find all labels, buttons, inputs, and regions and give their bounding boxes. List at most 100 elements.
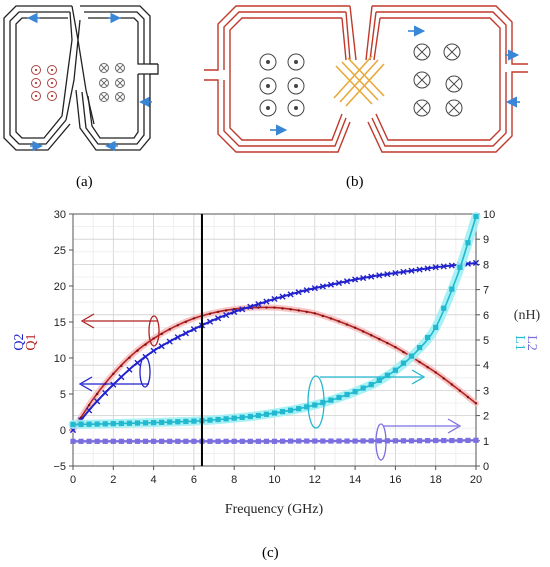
data-point-l1 [400,360,407,366]
panel-b-current-arrows [270,25,520,136]
data-point-l1 [449,286,455,292]
data-point-l2 [416,438,423,444]
data-point-q2 [376,272,383,279]
y-left-axis-ticks: −5 0 5 10 15 20 25 30 [53,209,73,473]
panel-a-current-arrows [27,12,152,152]
chart-grid [72,213,477,467]
data-point-l2 [110,438,116,444]
data-point-q2 [448,262,455,269]
y-right-tick-label: 2 [483,411,489,423]
field-out-marker [47,65,57,75]
data-point-l2 [360,438,366,444]
field-out-marker [287,77,305,95]
data-point-q2 [392,269,399,277]
data-point-l2 [159,438,165,444]
data-point-l2 [288,438,294,444]
data-point-l1 [416,344,423,351]
data-point-l2 [441,437,447,444]
data-point-l1 [336,394,342,401]
data-point-q1 [297,309,300,312]
data-point-q1 [184,320,188,324]
y-right-tick-label: 0 [483,461,489,473]
data-point-l2 [312,438,318,444]
x-tick-label: 0 [70,474,76,486]
data-point-l2 [457,437,463,444]
data-point-q1 [474,402,478,405]
data-point-q2 [327,281,335,288]
data-point-q2 [231,308,238,316]
data-point-l1 [86,421,92,427]
annotation-ellipse-q2 [139,356,151,388]
data-point-l1 [126,420,133,426]
panel-a-field-in-markers [99,63,125,102]
data-point-q1 [321,314,325,318]
data-point-q1 [257,306,260,309]
data-point-q1 [353,326,357,329]
data-point-q1 [402,350,405,354]
data-point-l1 [263,411,270,417]
data-point-l1 [223,416,229,422]
field-in-marker-cross [100,93,108,101]
coil-a-left-outer-trace [3,5,72,151]
data-point-q2 [335,279,343,287]
y-left-tick-label: 10 [54,353,66,365]
field-out-marker-center [34,94,38,98]
data-point-q1 [273,306,276,309]
data-point-l1 [191,418,197,424]
field-out-marker-center [266,106,270,110]
field-out-marker [287,99,305,117]
field-out-marker-center [266,84,270,88]
y-left-tick-label: 15 [54,317,66,329]
panel-a-field-out-markers [31,65,57,101]
data-point-q2 [303,287,310,294]
data-point-l1 [328,397,334,403]
data-point-l1 [320,399,326,406]
annotation-ellipse-l2 [375,423,387,461]
data-point-l1 [279,409,286,415]
data-point-l2 [118,438,124,444]
data-point-l2 [70,438,76,444]
data-point-l1 [94,421,100,427]
field-out-marker-center [34,81,38,85]
field-in-marker [445,75,463,93]
data-point-q1 [313,312,316,315]
panel-b-field-out-markers [259,53,305,117]
panel-b-crossover [333,55,385,107]
data-point-l1 [231,415,237,421]
y-left-tick-label: 0 [60,425,66,437]
coil-b-vertical-links [341,5,381,61]
data-point-q1 [160,332,163,336]
x-tick-label: 16 [389,474,401,486]
data-point-q1 [370,334,373,337]
coil-a-right-middle-trace [81,11,145,145]
data-point-l1 [183,418,189,425]
field-in-marker [115,78,125,88]
data-point-q1 [281,307,284,310]
data-point-l2 [433,437,439,444]
annotation-l2 [375,418,462,461]
y-right-tick-label: 10 [483,209,495,221]
field-out-marker [31,78,41,88]
crossover-trace [333,55,373,99]
y-right-tick-label: 6 [483,310,489,322]
data-point-q1 [265,306,268,309]
panel-b-coil-layout [204,5,528,153]
data-point-l1 [392,367,399,373]
annotation-arrowhead-l2 [447,418,462,434]
coil-b-right-middle-trace [371,11,507,147]
field-in-marker-cross [416,102,428,114]
data-point-l2 [425,438,431,444]
data-point-q2 [295,289,302,296]
data-point-l1 [247,413,253,420]
x-tick-label: 8 [231,474,237,486]
data-point-l2 [376,438,382,444]
data-point-l2 [408,438,415,444]
data-point-l1 [288,407,294,413]
data-point-l1 [368,382,374,388]
field-out-marker [287,53,305,71]
data-point-l2 [255,438,261,444]
data-point-l1 [110,421,116,427]
data-point-q1 [305,310,308,314]
y-right-tick-label: 1 [483,436,489,448]
